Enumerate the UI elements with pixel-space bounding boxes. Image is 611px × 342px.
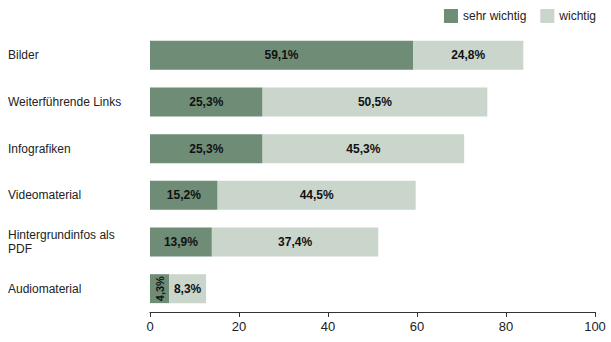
svg-text:60: 60: [410, 319, 424, 334]
svg-text:sehr wichtig: sehr wichtig: [463, 9, 526, 23]
svg-text:37,4%: 37,4%: [278, 235, 312, 249]
svg-text:wichtig: wichtig: [558, 9, 596, 23]
svg-text:PDF: PDF: [8, 242, 32, 256]
svg-text:40: 40: [321, 319, 335, 334]
svg-text:4,3%: 4,3%: [154, 276, 166, 301]
svg-text:20: 20: [232, 319, 246, 334]
svg-text:Infografiken: Infografiken: [8, 142, 71, 156]
svg-text:25,3%: 25,3%: [189, 95, 223, 109]
svg-text:100: 100: [584, 319, 606, 334]
svg-text:8,3%: 8,3%: [174, 282, 202, 296]
svg-text:45,3%: 45,3%: [346, 142, 380, 156]
svg-text:0: 0: [146, 319, 153, 334]
svg-text:44,5%: 44,5%: [300, 188, 334, 202]
svg-text:15,2%: 15,2%: [167, 188, 201, 202]
svg-text:59,1%: 59,1%: [264, 48, 298, 62]
svg-text:Weiterführende Links: Weiterführende Links: [8, 95, 121, 109]
svg-text:25,3%: 25,3%: [189, 142, 223, 156]
svg-text:Audiomaterial: Audiomaterial: [8, 282, 81, 296]
svg-text:50,5%: 50,5%: [358, 95, 392, 109]
svg-text:Hintergrundinfos als: Hintergrundinfos als: [8, 228, 118, 242]
svg-text:13,9%: 13,9%: [164, 235, 198, 249]
svg-text:80: 80: [499, 319, 513, 334]
svg-text:Bilder: Bilder: [8, 48, 39, 62]
svg-text:Videomaterial: Videomaterial: [8, 188, 81, 202]
svg-text:24,8%: 24,8%: [451, 48, 485, 62]
